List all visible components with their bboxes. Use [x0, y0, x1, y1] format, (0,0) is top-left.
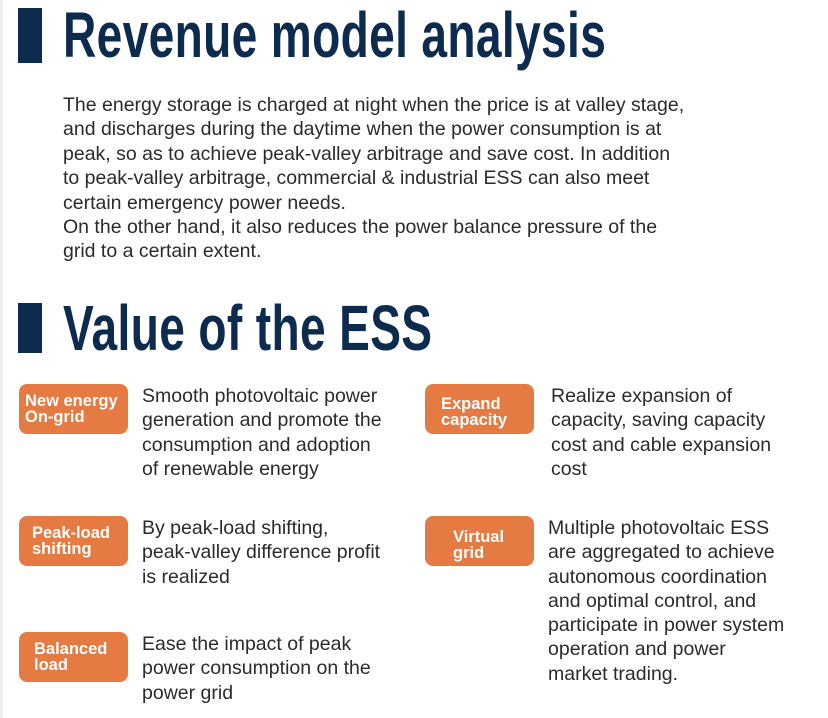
desc-line: participate in power system: [548, 614, 785, 637]
badge-line: On-grid: [25, 408, 85, 426]
heading-accent-bar: [18, 8, 42, 63]
revenue-paragraph: The energy storage is charged at night w…: [63, 93, 763, 264]
desc-virtual-grid: Multiple photovoltaic ESS are aggregated…: [548, 516, 784, 686]
desc-line: consumption and adoption: [142, 433, 371, 456]
section-title-value: Value of the ESS: [63, 292, 433, 364]
paragraph-line: The energy storage is charged at night w…: [63, 94, 685, 116]
badge-peak-load: Peak-load shifting: [19, 516, 128, 566]
badge-balanced-load: Balanced load: [19, 632, 128, 682]
desc-line: are aggregated to achieve: [548, 541, 775, 564]
badge-line: capacity: [441, 411, 508, 429]
paragraph-line: certain emergency power needs.: [63, 191, 346, 214]
badge-line: grid: [453, 544, 485, 562]
desc-line: is realized: [142, 565, 230, 588]
desc-line: power grid: [142, 681, 234, 704]
badge-new-energy: New energy On-grid: [19, 384, 128, 434]
paragraph-line: and discharges during the daytime when t…: [63, 118, 662, 141]
badge-line: shifting: [32, 540, 92, 558]
desc-line: capacity, saving capacity: [551, 409, 766, 432]
desc-line: power consumption on the: [142, 657, 371, 680]
desc-line: operation and power: [548, 638, 726, 661]
paragraph-line: On the other hand, it also reduces the p…: [63, 216, 658, 239]
desc-line: cost and cable expansion: [551, 433, 772, 456]
badge-line: New energy: [25, 392, 118, 410]
badge-line: Expand: [441, 395, 501, 413]
desc-line: of renewable energy: [142, 457, 319, 480]
desc-line: Smooth photovoltaic power: [142, 385, 378, 407]
desc-line: Ease the impact of peak: [142, 633, 352, 655]
desc-line: peak-valley difference profit: [142, 541, 381, 564]
section-title-revenue: Revenue model analysis: [63, 0, 607, 71]
badge-line: Balanced: [34, 640, 108, 658]
desc-balanced-load: Ease the impact of peak power consumptio…: [142, 632, 371, 705]
desc-line: generation and promote the: [142, 409, 382, 432]
desc-line: Multiple photovoltaic ESS: [548, 517, 770, 539]
paragraph-line: peak, so as to achieve peak-valley arbit…: [63, 142, 671, 165]
desc-line: market trading.: [548, 662, 679, 685]
desc-expand-capacity: Realize expansion of capacity, saving ca…: [551, 384, 771, 481]
desc-line: Realize expansion of: [551, 385, 733, 407]
badge-expand-capacity: Expand capacity: [425, 384, 534, 434]
desc-line: and optimal control, and: [548, 589, 757, 612]
desc-line: By peak-load shifting,: [142, 517, 329, 539]
desc-peak-load: By peak-load shifting, peak-valley diffe…: [142, 516, 380, 589]
desc-line: cost: [551, 457, 587, 480]
paragraph-line: grid to a certain extent.: [63, 240, 262, 263]
left-border: [0, 0, 3, 718]
badge-line: load: [34, 656, 68, 674]
paragraph-line: to peak-valley arbitrage, commercial & i…: [63, 167, 650, 190]
heading-accent-bar: [18, 303, 42, 353]
badge-line: Virtual: [453, 528, 505, 546]
desc-line: autonomous coordination: [548, 565, 767, 588]
badge-virtual-grid: Virtual grid: [425, 516, 534, 566]
desc-new-energy: Smooth photovoltaic power generation and…: [142, 384, 382, 481]
badge-line: Peak-load: [32, 524, 110, 542]
